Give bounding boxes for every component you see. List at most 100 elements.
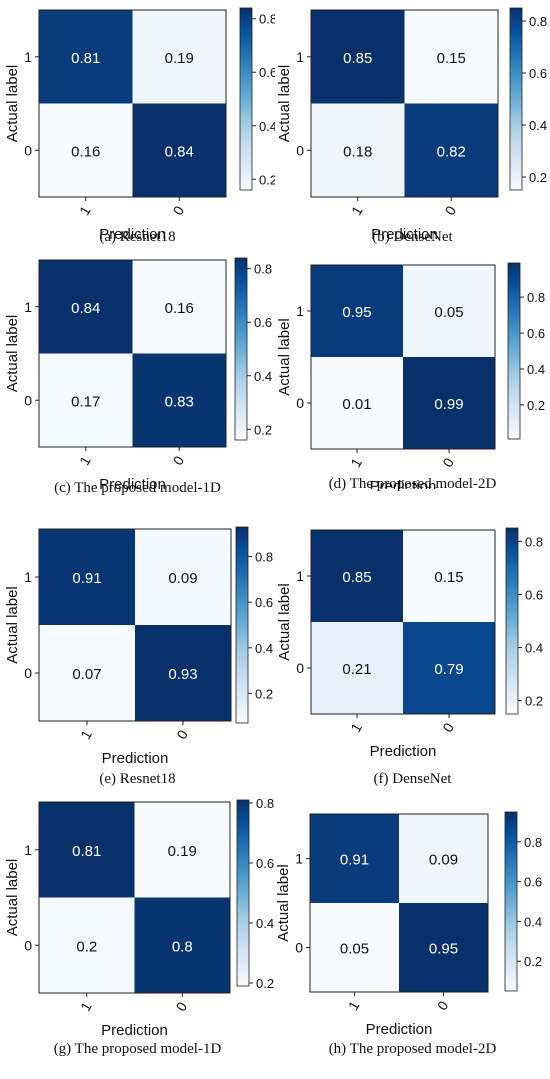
y-tick-label: 1 bbox=[24, 842, 32, 858]
cell-value-label: 0.95 bbox=[429, 941, 458, 958]
cell-value-label: 0.81 bbox=[71, 50, 100, 67]
cell-value-label: 0.17 bbox=[71, 393, 100, 410]
heatmap-cell bbox=[403, 265, 495, 357]
colorbar-tick-label: 0.4 bbox=[529, 118, 547, 133]
heatmap-cell bbox=[39, 802, 135, 898]
plot-frame bbox=[38, 9, 227, 198]
colorbar-tick-label: 0.8 bbox=[255, 550, 273, 565]
colorbar-tick-label: 0.8 bbox=[525, 534, 543, 549]
heatmap-cell bbox=[403, 530, 495, 622]
y-tick-label: 0 bbox=[296, 660, 304, 676]
confusion-matrix-panel: 0.81 0.19 0.16 0.84 1 0 1 0 Actual label Predicti… bbox=[0, 0, 275, 270]
cell-value-label: 0.15 bbox=[434, 569, 463, 586]
cell-value-label: 0.21 bbox=[342, 661, 371, 678]
x-tick-label: 0 bbox=[442, 203, 460, 218]
x-tick-label: 1 bbox=[76, 453, 94, 468]
heatmap-cell bbox=[310, 814, 399, 903]
panel-caption: (a) Resnet18 bbox=[99, 229, 176, 245]
colorbar-tick-label: 0.6 bbox=[527, 326, 545, 341]
x-tick-label: 0 bbox=[170, 203, 188, 218]
y-tick-label: 1 bbox=[24, 299, 32, 315]
heatmap-cell bbox=[311, 622, 403, 714]
panel-caption: (b) DenseNet bbox=[372, 229, 453, 245]
colorbar-tick-label: 0.2 bbox=[524, 954, 542, 969]
x-tick-label: 1 bbox=[77, 999, 95, 1014]
cell-value-label: 0.95 bbox=[342, 304, 371, 321]
x-tick-label: 0 bbox=[170, 453, 188, 468]
cell-value-label: 0.18 bbox=[343, 143, 372, 160]
y-axis-label: Actual label bbox=[4, 65, 21, 143]
confusion-matrix-panel: 0.85 0.15 0.18 0.82 1 0 1 0 Actual label Predicti… bbox=[275, 0, 550, 270]
cell-value-label: 0.83 bbox=[165, 393, 194, 410]
x-tick-label: 1 bbox=[345, 998, 363, 1013]
cell-value-label: 0.85 bbox=[342, 569, 371, 586]
heatmap-cell bbox=[311, 10, 405, 104]
y-axis-label: Actual label bbox=[276, 583, 293, 661]
x-axis-label: Prediction bbox=[99, 476, 166, 493]
x-tick-label: 0 bbox=[434, 998, 452, 1013]
heatmap-cell bbox=[403, 622, 495, 714]
colorbar-tick-label: 0.4 bbox=[259, 119, 275, 134]
y-axis-label: Actual label bbox=[276, 65, 293, 143]
confusion-matrix-panel: 0.85 0.15 0.21 0.79 1 0 1 0 Actual label Predicti… bbox=[275, 522, 550, 802]
cell-value-label: 0.85 bbox=[343, 50, 372, 67]
y-tick-label: 0 bbox=[24, 142, 32, 158]
heatmap-cell bbox=[134, 802, 230, 898]
confusion-matrix-panel: 0.91 0.09 0.07 0.93 1 0 1 0 Actual label Predicti… bbox=[0, 522, 275, 802]
y-tick-label: 1 bbox=[24, 569, 32, 585]
heatmap-cell bbox=[404, 103, 498, 197]
cell-value-label: 0.84 bbox=[165, 143, 194, 160]
cell-value-label: 0.84 bbox=[71, 300, 100, 317]
heatmap-cell bbox=[399, 903, 488, 992]
x-axis-label: Prediction bbox=[101, 1022, 168, 1039]
colorbar-tick-label: 0.2 bbox=[529, 170, 547, 185]
cell-value-label: 0.79 bbox=[434, 661, 463, 678]
cell-value-label: 0.07 bbox=[72, 666, 101, 683]
heatmap-cell bbox=[311, 103, 405, 197]
x-tick-label: 1 bbox=[77, 727, 95, 742]
x-tick-label: 0 bbox=[173, 727, 191, 742]
heatmap-cell bbox=[311, 265, 403, 357]
y-axis-label: Actual label bbox=[275, 864, 292, 942]
cell-value-label: 0.01 bbox=[342, 396, 371, 413]
colorbar-tick-label: 0.6 bbox=[255, 595, 273, 610]
colorbar-tick-label: 0.2 bbox=[254, 422, 272, 437]
colorbar-tick-label: 0.2 bbox=[525, 694, 543, 709]
colorbar-tick-label: 0.8 bbox=[524, 835, 542, 850]
heatmap-cell bbox=[39, 529, 135, 625]
heatmap-cell bbox=[132, 103, 226, 197]
colorbar-tick-label: 0.8 bbox=[254, 262, 272, 277]
heatmap-cell bbox=[134, 897, 230, 993]
x-tick-label: 1 bbox=[347, 455, 365, 470]
heatmap-cell bbox=[39, 260, 133, 354]
colorbar-tick-label: 0.4 bbox=[255, 641, 273, 656]
y-axis-label: Actual label bbox=[276, 318, 293, 396]
y-axis-label: Actual label bbox=[4, 315, 21, 393]
cell-value-label: 0.05 bbox=[340, 941, 369, 958]
cell-value-label: 0.15 bbox=[437, 50, 466, 67]
x-tick-label: 0 bbox=[173, 999, 191, 1014]
x-tick-label: 0 bbox=[439, 455, 457, 470]
heatmap-cell bbox=[39, 103, 133, 197]
colorbar-tick-label: 0.8 bbox=[527, 290, 545, 305]
y-axis-label: Actual label bbox=[4, 586, 21, 664]
x-axis-label: Prediction bbox=[371, 226, 438, 242]
cell-value-label: 0.16 bbox=[165, 300, 194, 317]
panel-caption: (f) DenseNet bbox=[373, 771, 452, 787]
colorbar-tick-label: 0.4 bbox=[256, 916, 274, 931]
heatmap-cell bbox=[135, 625, 231, 721]
heatmap-cell bbox=[403, 357, 495, 449]
cell-value-label: 0.09 bbox=[429, 852, 458, 869]
colorbar-tick-label: 0.4 bbox=[254, 369, 272, 384]
colorbar bbox=[239, 7, 253, 191]
colorbar-tick-label: 0.8 bbox=[256, 796, 274, 811]
y-axis-label: Actual label bbox=[4, 859, 21, 937]
colorbar-tick-label: 0.6 bbox=[256, 856, 274, 871]
confusion-matrix-panel: 0.84 0.16 0.17 0.83 1 0 1 0 Actual label Predicti… bbox=[0, 255, 275, 525]
x-axis-label: Prediction bbox=[99, 226, 166, 242]
y-tick-label: 0 bbox=[296, 142, 304, 158]
